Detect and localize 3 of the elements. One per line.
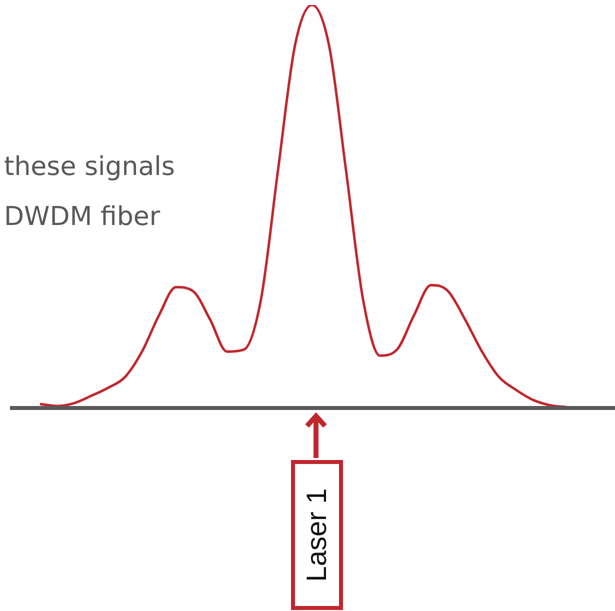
text: Laser 1 — [301, 488, 333, 582]
annotation: these signals — [4, 152, 175, 182]
annotation: DWDM fiber — [4, 202, 160, 232]
